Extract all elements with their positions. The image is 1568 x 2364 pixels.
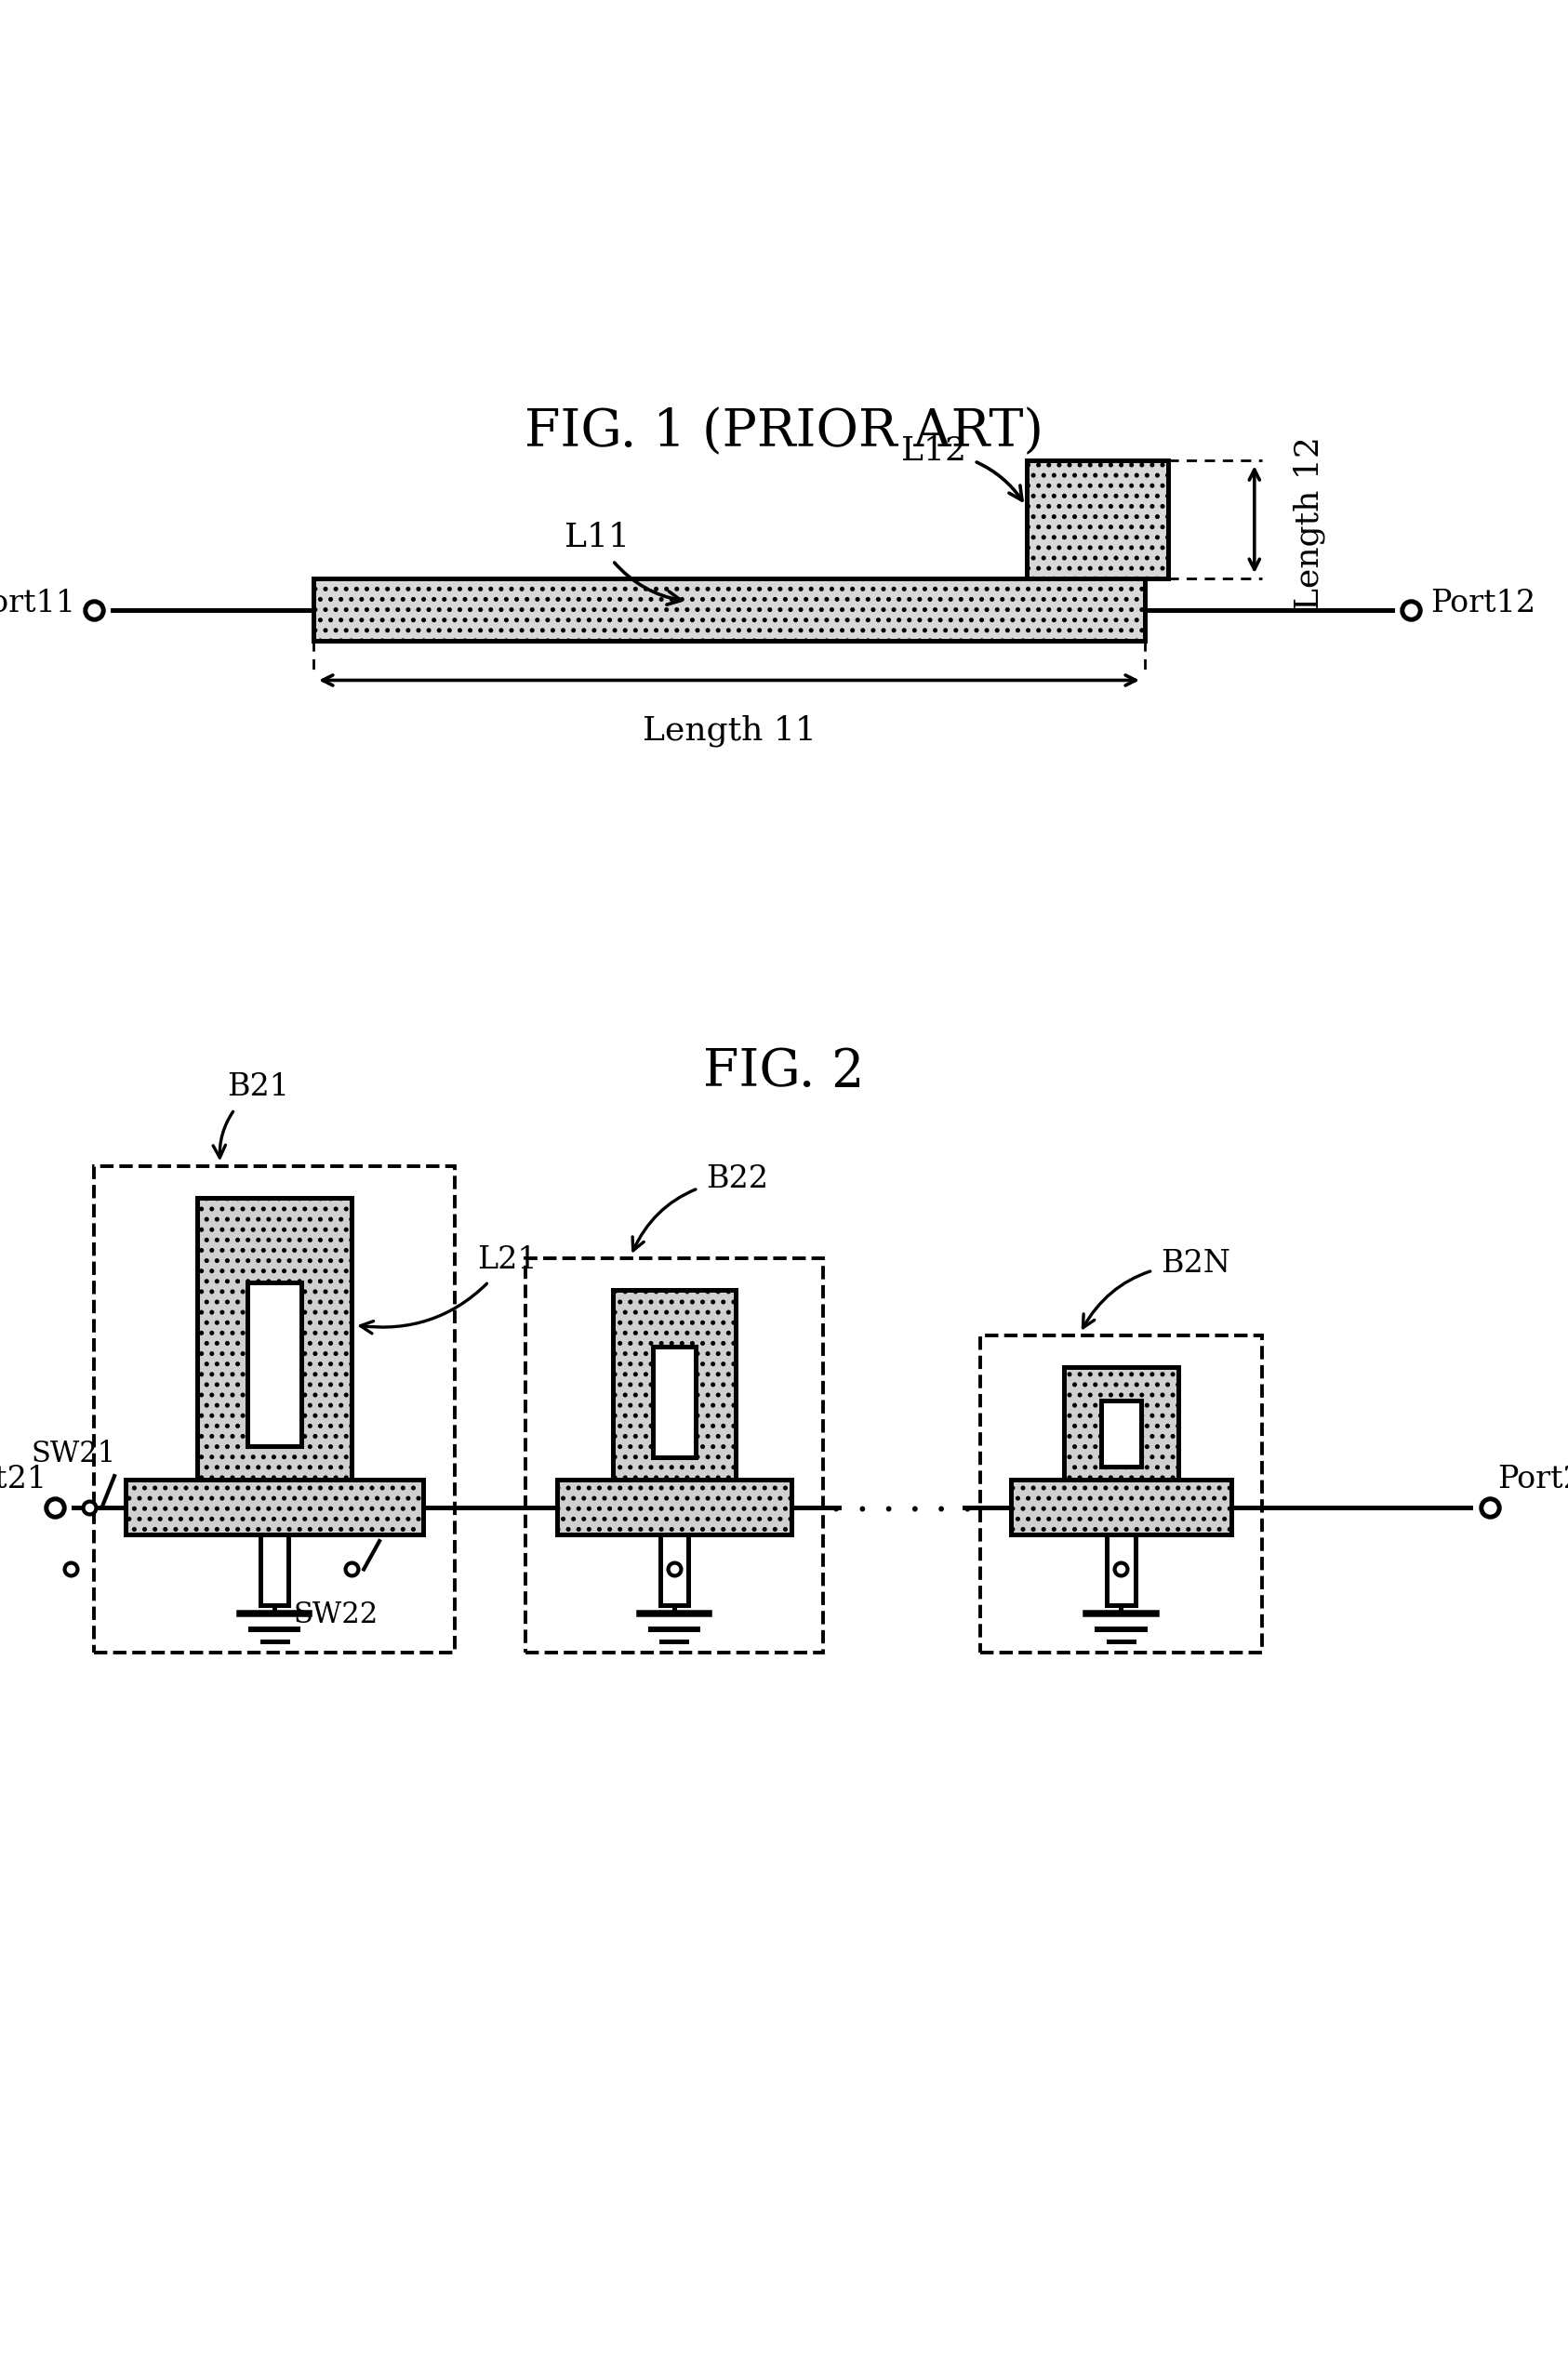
Bar [248, 1281, 301, 1447]
Text: L12: L12 [902, 435, 1022, 501]
Text: Length 12: Length 12 [1294, 437, 1325, 610]
Text: FIG. 1 (PRIOR ART): FIG. 1 (PRIOR ART) [525, 407, 1043, 459]
Bar [660, 1534, 688, 1605]
Bar [1011, 1480, 1231, 1534]
Text: Port11: Port11 [0, 589, 75, 619]
Bar [125, 1480, 423, 1534]
Bar [613, 1291, 735, 1480]
Text: SW21: SW21 [31, 1440, 116, 1468]
Bar [1027, 461, 1168, 579]
Bar [525, 1258, 823, 1652]
Bar [557, 1480, 792, 1534]
Bar [1065, 1366, 1178, 1480]
Text: Port22: Port22 [1497, 1466, 1568, 1494]
Bar [260, 1534, 289, 1605]
Text: SW22: SW22 [293, 1600, 378, 1629]
Text: B22: B22 [632, 1165, 768, 1251]
Bar [198, 1199, 351, 1480]
Text: Port12: Port12 [1430, 589, 1535, 619]
Text: FIG. 2: FIG. 2 [704, 1047, 864, 1097]
Bar [314, 579, 1145, 641]
Text: . . . . . .: . . . . . . [829, 1480, 974, 1520]
Bar [94, 1165, 455, 1652]
Text: Length 11: Length 11 [643, 714, 815, 747]
Text: L11: L11 [564, 522, 681, 605]
Text: B2N: B2N [1083, 1251, 1229, 1329]
Text: Port21: Port21 [0, 1466, 47, 1494]
Text: B21: B21 [213, 1073, 290, 1158]
Bar [980, 1336, 1262, 1652]
Bar [1101, 1399, 1142, 1466]
Bar [652, 1347, 696, 1456]
Text: L21: L21 [361, 1246, 538, 1333]
Bar [1107, 1534, 1135, 1605]
